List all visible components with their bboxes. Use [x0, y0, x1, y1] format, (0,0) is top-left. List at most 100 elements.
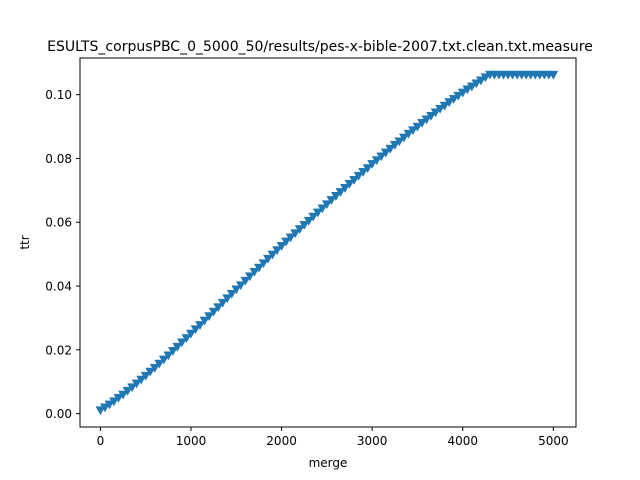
data-point [353, 171, 364, 181]
data-point [253, 263, 264, 273]
data-point [444, 98, 455, 108]
data-point [281, 237, 292, 247]
data-point [172, 342, 183, 352]
y-tick-label: 0.10 [45, 88, 72, 102]
data-point [181, 334, 192, 344]
data-point [385, 144, 396, 154]
data-point [362, 164, 373, 174]
x-tick-label: 4000 [447, 434, 478, 448]
data-point [131, 379, 142, 389]
data-point [167, 347, 178, 356]
data-point [244, 272, 255, 282]
data-point [394, 137, 405, 147]
data-point [303, 216, 314, 226]
data-point [548, 70, 559, 80]
y-tick-label: 0.06 [45, 216, 72, 230]
data-point [421, 115, 432, 125]
data-point [258, 259, 269, 269]
data-point [475, 76, 486, 86]
data-point [358, 168, 369, 177]
data-point [99, 403, 110, 413]
data-point [308, 212, 319, 222]
x-axis-label: merge [309, 456, 348, 470]
data-point [340, 184, 350, 193]
data-point [380, 148, 391, 158]
data-point [222, 294, 233, 304]
data-point [371, 156, 382, 166]
data-point [140, 371, 151, 381]
data-point [408, 126, 418, 136]
data-point [199, 316, 210, 326]
data-point [263, 254, 273, 264]
x-tick-label: 1000 [176, 434, 207, 448]
data-point [217, 298, 228, 308]
data-point [403, 129, 414, 139]
data-point [240, 276, 251, 286]
data-point [349, 176, 359, 185]
axis-layer: 0 1000 2000 3000 4000 5000 0.00 0.02 0.04 0.06 0.0… [45, 88, 568, 448]
data-point [290, 229, 301, 239]
data-point [448, 95, 459, 104]
data-point [412, 122, 423, 132]
y-tick-label: 0.04 [45, 280, 72, 294]
data-point [154, 359, 165, 369]
y-axis-label: ttr [18, 235, 32, 249]
data-point [439, 101, 450, 111]
data-point [176, 338, 187, 348]
data-point [249, 267, 260, 277]
data-point [321, 200, 332, 210]
data-point [186, 329, 196, 339]
data-point [109, 397, 119, 407]
x-tick-label: 2000 [266, 434, 297, 448]
data-point [299, 221, 310, 230]
data-point [226, 289, 237, 299]
data-point [294, 225, 305, 235]
data-point [466, 82, 477, 92]
data-point [326, 196, 337, 206]
data-point [335, 188, 346, 198]
data-point [312, 208, 323, 218]
data-point [104, 400, 115, 410]
data-layer [95, 70, 559, 416]
data-point [480, 73, 491, 83]
chart-title: ESULTS_corpusPBC_0_5000_50/results/pes-x… [47, 39, 593, 55]
x-tick-label: 3000 [357, 434, 388, 448]
data-point [95, 406, 106, 416]
data-point [122, 386, 133, 396]
data-point [231, 285, 242, 295]
data-point [331, 192, 341, 201]
data-point [195, 321, 205, 331]
data-point [367, 160, 378, 169]
data-point [344, 179, 355, 189]
data-point [398, 133, 409, 143]
x-tick-label: 0 [97, 434, 105, 448]
data-point [430, 108, 441, 118]
data-point [389, 140, 400, 150]
data-point [158, 355, 169, 365]
data-point [113, 393, 124, 403]
data-point [204, 312, 215, 322]
x-tick-label: 5000 [538, 434, 569, 448]
data-point [127, 383, 138, 393]
y-tick-label: 0.00 [45, 407, 72, 421]
data-point [471, 79, 482, 89]
data-point [163, 351, 174, 361]
plot-area [80, 58, 576, 427]
data-point [453, 91, 464, 101]
data-point [462, 85, 473, 95]
data-point [190, 325, 201, 335]
data-point [267, 250, 278, 260]
data-point [276, 242, 287, 251]
data-point [213, 303, 224, 313]
y-tick-label: 0.08 [45, 152, 72, 166]
data-point [136, 375, 147, 385]
data-point [149, 363, 160, 373]
data-point [417, 118, 427, 128]
data-point [285, 233, 296, 243]
data-point [145, 367, 156, 377]
data-point [435, 104, 446, 114]
data-point [208, 307, 219, 317]
plot-frame [79, 57, 577, 428]
data-point [235, 281, 246, 291]
